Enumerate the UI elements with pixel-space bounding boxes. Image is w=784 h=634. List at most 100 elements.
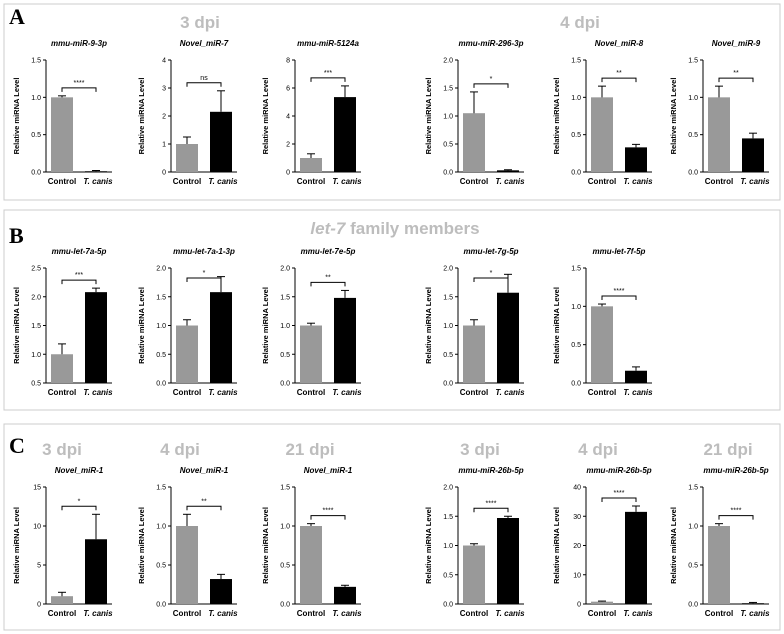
y-tick-label: 0.5: [571, 132, 581, 139]
y-tick-label: 5: [37, 563, 41, 570]
y-tick-label: 1.0: [280, 323, 290, 330]
category-label-control: Control: [588, 609, 616, 618]
chart-title: mmu-miR-26b-5p: [586, 466, 651, 475]
y-axis-label: Relative miRNA Level: [137, 287, 146, 364]
category-label-tcanis: T. canis: [208, 177, 238, 186]
y-tick-label: 1.0: [156, 524, 166, 531]
significance-bracket: [601, 77, 637, 83]
bar-control: [463, 325, 485, 383]
category-label-control: Control: [460, 609, 488, 618]
y-tick-label: 0: [286, 170, 290, 177]
chart-title: mmu-miR-296-3p: [459, 39, 524, 48]
significance-bracket: [186, 277, 222, 282]
bar-control: [463, 545, 485, 604]
y-tick-label: 1.0: [280, 524, 290, 531]
category-label-control: Control: [173, 609, 201, 618]
group-header-c-6: 21 dpi: [703, 440, 752, 459]
bar-tcanis: [210, 292, 232, 383]
y-tick-label: 30: [573, 514, 581, 521]
y-tick-label: 1.0: [156, 323, 166, 330]
y-tick-label: 2.0: [443, 266, 453, 273]
y-tick-label: 6: [286, 86, 290, 93]
chart-3: 0 2 4 6 8 Relative miRNA Level Control T. canis…: [261, 39, 362, 186]
y-tick-label: 0.5: [156, 563, 166, 570]
y-tick-label: 0.0: [280, 602, 290, 609]
chart-title: Novel_miR-1: [304, 466, 353, 475]
bar-control: [591, 601, 613, 604]
y-tick-label: 0.0: [280, 381, 290, 388]
chart-title: mmu-miR-26b-5p: [458, 466, 523, 475]
chart-title: mmu-let-7g-5p: [463, 247, 518, 256]
chart-title: mmu-miR-26b-5p: [703, 466, 768, 475]
category-label-tcanis: T. canis: [332, 177, 362, 186]
bar-control: [591, 97, 613, 172]
y-tick-label: 1.5: [280, 485, 290, 492]
significance-label: ****: [486, 500, 497, 507]
bar-tcanis: [625, 147, 647, 172]
family-members-text: family members: [345, 219, 479, 238]
chart-title: Novel_miR-7: [180, 39, 229, 48]
bar-tcanis: [85, 171, 107, 173]
panel-c-frame: [3, 423, 781, 631]
category-label-tcanis: T. canis: [740, 177, 770, 186]
y-tick-label: 15: [33, 485, 41, 492]
significance-label: **: [616, 70, 622, 77]
y-tick-label: 1.5: [571, 266, 581, 273]
bar-control: [300, 325, 322, 383]
chart-4: 0.0 0.5 1.0 1.5 2.0 Relative miRNA Level Contr…: [424, 39, 525, 186]
bar-control: [51, 354, 73, 383]
y-tick-label: 0: [577, 602, 581, 609]
chart-14: 0.0 0.5 1.0 1.5 Relative miRNA Level Control T…: [261, 466, 362, 618]
y-tick-label: 0.5: [571, 342, 581, 349]
chart-7: 0.5 1.0 1.5 2.0 2.5 Relative miRNA Level Contr…: [12, 247, 113, 397]
y-tick-label: 0.5: [443, 572, 453, 579]
y-tick-label: 0.5: [688, 563, 698, 570]
significance-bracket: [61, 87, 97, 92]
y-tick-label: 0.0: [688, 602, 698, 609]
category-label-tcanis: T. canis: [495, 177, 525, 186]
bar-tcanis: [497, 518, 519, 604]
significance-label: *: [78, 498, 81, 505]
y-tick-label: 1.0: [31, 95, 41, 102]
y-tick-label: 1.0: [31, 352, 41, 359]
bar-control: [708, 97, 730, 172]
significance-bracket: [473, 83, 509, 88]
bar-tcanis: [210, 111, 232, 172]
significance-bracket: [473, 277, 509, 282]
significance-label: *: [490, 76, 493, 83]
y-axis-label: Relative miRNA Level: [424, 287, 433, 364]
chart-2: 0 1 2 3 4 Relative miRNA Level Control T. canis…: [137, 39, 238, 186]
y-tick-label: 1.5: [31, 58, 41, 65]
y-tick-label: 4: [162, 58, 166, 65]
category-label-tcanis: T. canis: [740, 609, 770, 618]
y-tick-label: 1.5: [571, 58, 581, 65]
y-tick-label: 0: [162, 170, 166, 177]
category-label-control: Control: [173, 177, 201, 186]
y-tick-label: 1.5: [443, 514, 453, 521]
category-label-tcanis: T. canis: [208, 388, 238, 397]
significance-bracket: [186, 505, 222, 511]
bar-control: [176, 325, 198, 383]
significance-bracket: [718, 77, 754, 83]
significance-bracket: [473, 507, 509, 513]
y-axis-label: Relative miRNA Level: [261, 78, 270, 155]
chart-title: Novel_miR-1: [180, 466, 229, 475]
y-tick-label: 1.0: [688, 95, 698, 102]
category-label-tcanis: T. canis: [623, 388, 653, 397]
y-tick-label: 0.5: [31, 132, 41, 139]
significance-label: *: [490, 270, 493, 277]
chart-15: 0.0 0.5 1.0 1.5 2.0 Relative miRNA Level Contr…: [424, 466, 525, 618]
category-label-control: Control: [705, 609, 733, 618]
group-header-c-4: 3 dpi: [460, 440, 500, 459]
y-axis-label: Relative miRNA Level: [12, 287, 21, 364]
y-tick-label: 0.0: [443, 170, 453, 177]
bar-tcanis: [85, 292, 107, 383]
category-label-tcanis: T. canis: [623, 177, 653, 186]
y-axis-label: Relative miRNA Level: [669, 507, 678, 584]
panel-b-frame: [3, 209, 781, 411]
significance-label: **: [733, 70, 739, 77]
category-label-control: Control: [588, 177, 616, 186]
category-label-control: Control: [460, 177, 488, 186]
group-header-c-2: 4 dpi: [160, 440, 200, 459]
y-tick-label: 0.0: [443, 602, 453, 609]
